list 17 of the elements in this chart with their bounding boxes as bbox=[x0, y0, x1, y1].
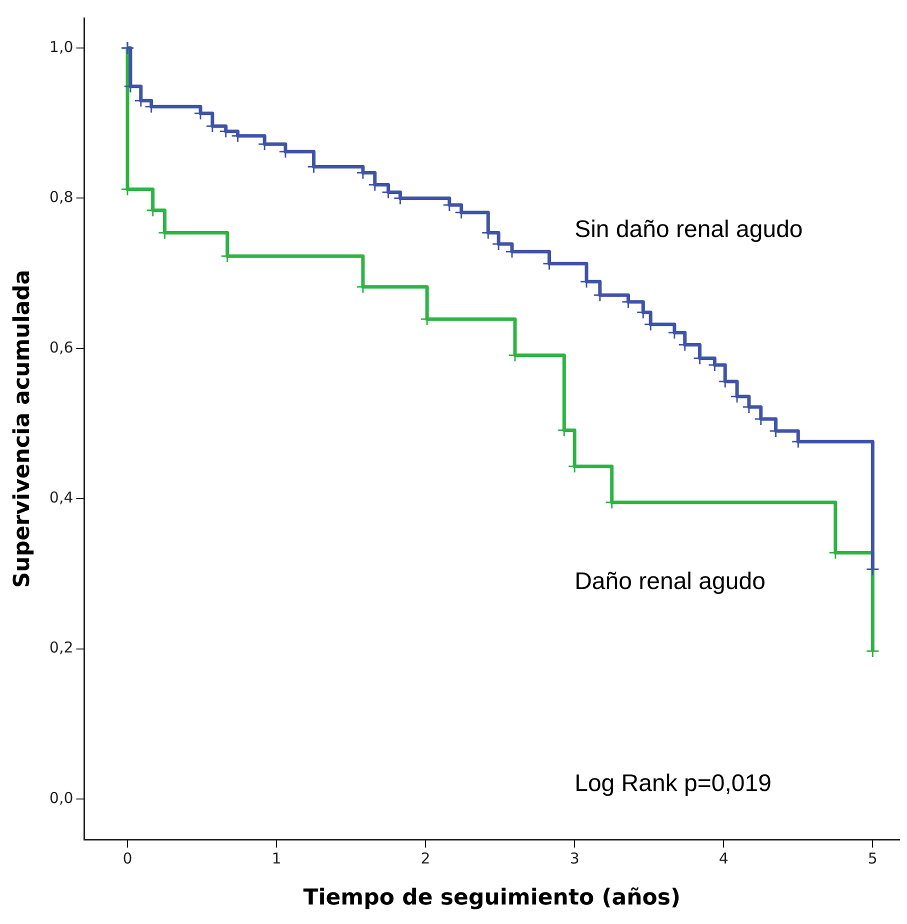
x-tick-label: 0 bbox=[122, 849, 132, 868]
x-tick-label: 5 bbox=[868, 849, 878, 868]
y-tick-label: 0,6 bbox=[49, 338, 74, 356]
y-tick-label: 0,0 bbox=[49, 788, 74, 807]
y-tick-label: 1,0 bbox=[49, 38, 74, 56]
x-tick-label: 2 bbox=[420, 849, 430, 868]
x-tick-label: 4 bbox=[718, 849, 728, 868]
y-tick-label: 0,2 bbox=[49, 638, 74, 657]
text: Daño renal agudo bbox=[574, 568, 766, 595]
x-tick-label: 3 bbox=[570, 849, 580, 868]
y-axis-title: Supervivencia acumulada bbox=[10, 270, 35, 588]
x-axis-title: Tiempo de seguimiento (años) bbox=[303, 886, 681, 911]
x-tick-label: 1 bbox=[272, 849, 282, 868]
series-label: Sin daño renal agudo bbox=[574, 216, 803, 244]
y-tick-label: 0,4 bbox=[49, 488, 74, 507]
y-tick-label: 0,8 bbox=[49, 188, 74, 206]
annotation: Log Rank p=0,019 bbox=[574, 770, 772, 798]
